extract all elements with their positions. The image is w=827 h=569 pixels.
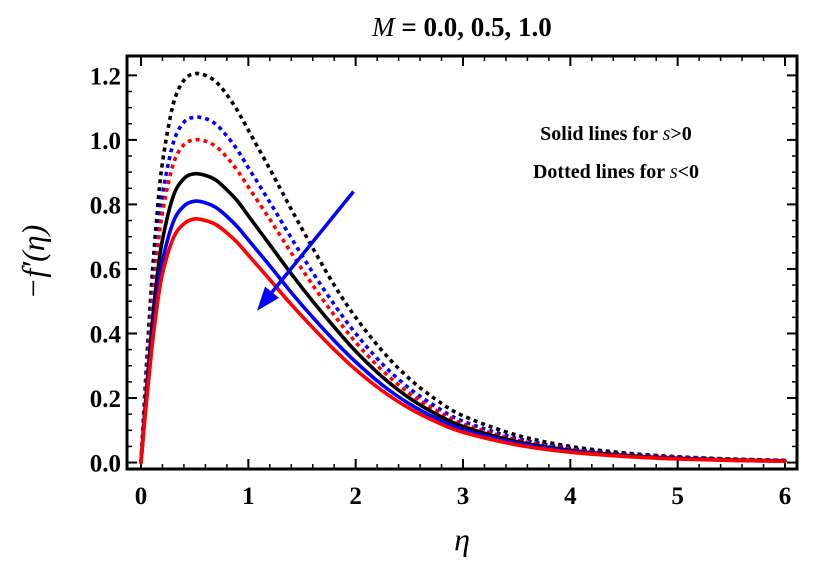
y-tick-label: 0.8	[90, 192, 121, 219]
dotted-lines-note: Dotted lines for s<0	[533, 161, 699, 183]
y-tick-label: 1.0	[90, 128, 121, 155]
chart-title: M = 0.0, 0.5, 1.0	[371, 12, 552, 42]
y-tick-label: 0.4	[90, 321, 122, 348]
trend-arrow	[256, 190, 355, 311]
y-axis-label: −f′(η)	[15, 225, 51, 300]
arrow-head	[256, 286, 280, 311]
series-line-solid-3	[139, 171, 787, 465]
solid-note-suffix: >0	[670, 123, 691, 145]
title-variable: M	[371, 12, 396, 42]
dotted-note-prefix: Dotted lines for	[533, 161, 670, 183]
plot-frame	[125, 54, 799, 471]
dotted-note-suffix: <0	[678, 161, 699, 183]
solid-lines-note: Solid lines for s>0	[540, 123, 692, 145]
series-line-dotted-2	[139, 137, 786, 463]
x-tick-label: 4	[564, 483, 577, 510]
series-layer	[139, 71, 787, 465]
x-tick-label: 2	[349, 483, 362, 510]
solid-note-variable: s	[663, 123, 671, 145]
x-tick-label: 0	[135, 483, 148, 510]
x-tick-label: 1	[242, 483, 255, 510]
series-line-dotted-0	[139, 71, 786, 463]
y-tick-label: 0.6	[90, 257, 121, 284]
arrow-shaft	[270, 190, 355, 294]
x-axis-label: η	[454, 521, 470, 557]
series-line-solid-5	[139, 217, 787, 465]
solid-note-prefix: Solid lines for	[540, 123, 662, 145]
x-tick-label: 5	[671, 483, 684, 510]
dotted-note-variable: s	[670, 161, 678, 183]
title-values: = 0.0, 0.5, 1.0	[395, 12, 552, 42]
x-tick-label: 3	[457, 483, 470, 510]
series-line-dotted-1	[139, 115, 786, 463]
y-tick-label: 0.0	[90, 451, 121, 478]
x-tick-label: 6	[779, 483, 792, 510]
y-tick-label: 0.2	[90, 386, 121, 413]
y-tick-label: 1.2	[90, 63, 121, 90]
